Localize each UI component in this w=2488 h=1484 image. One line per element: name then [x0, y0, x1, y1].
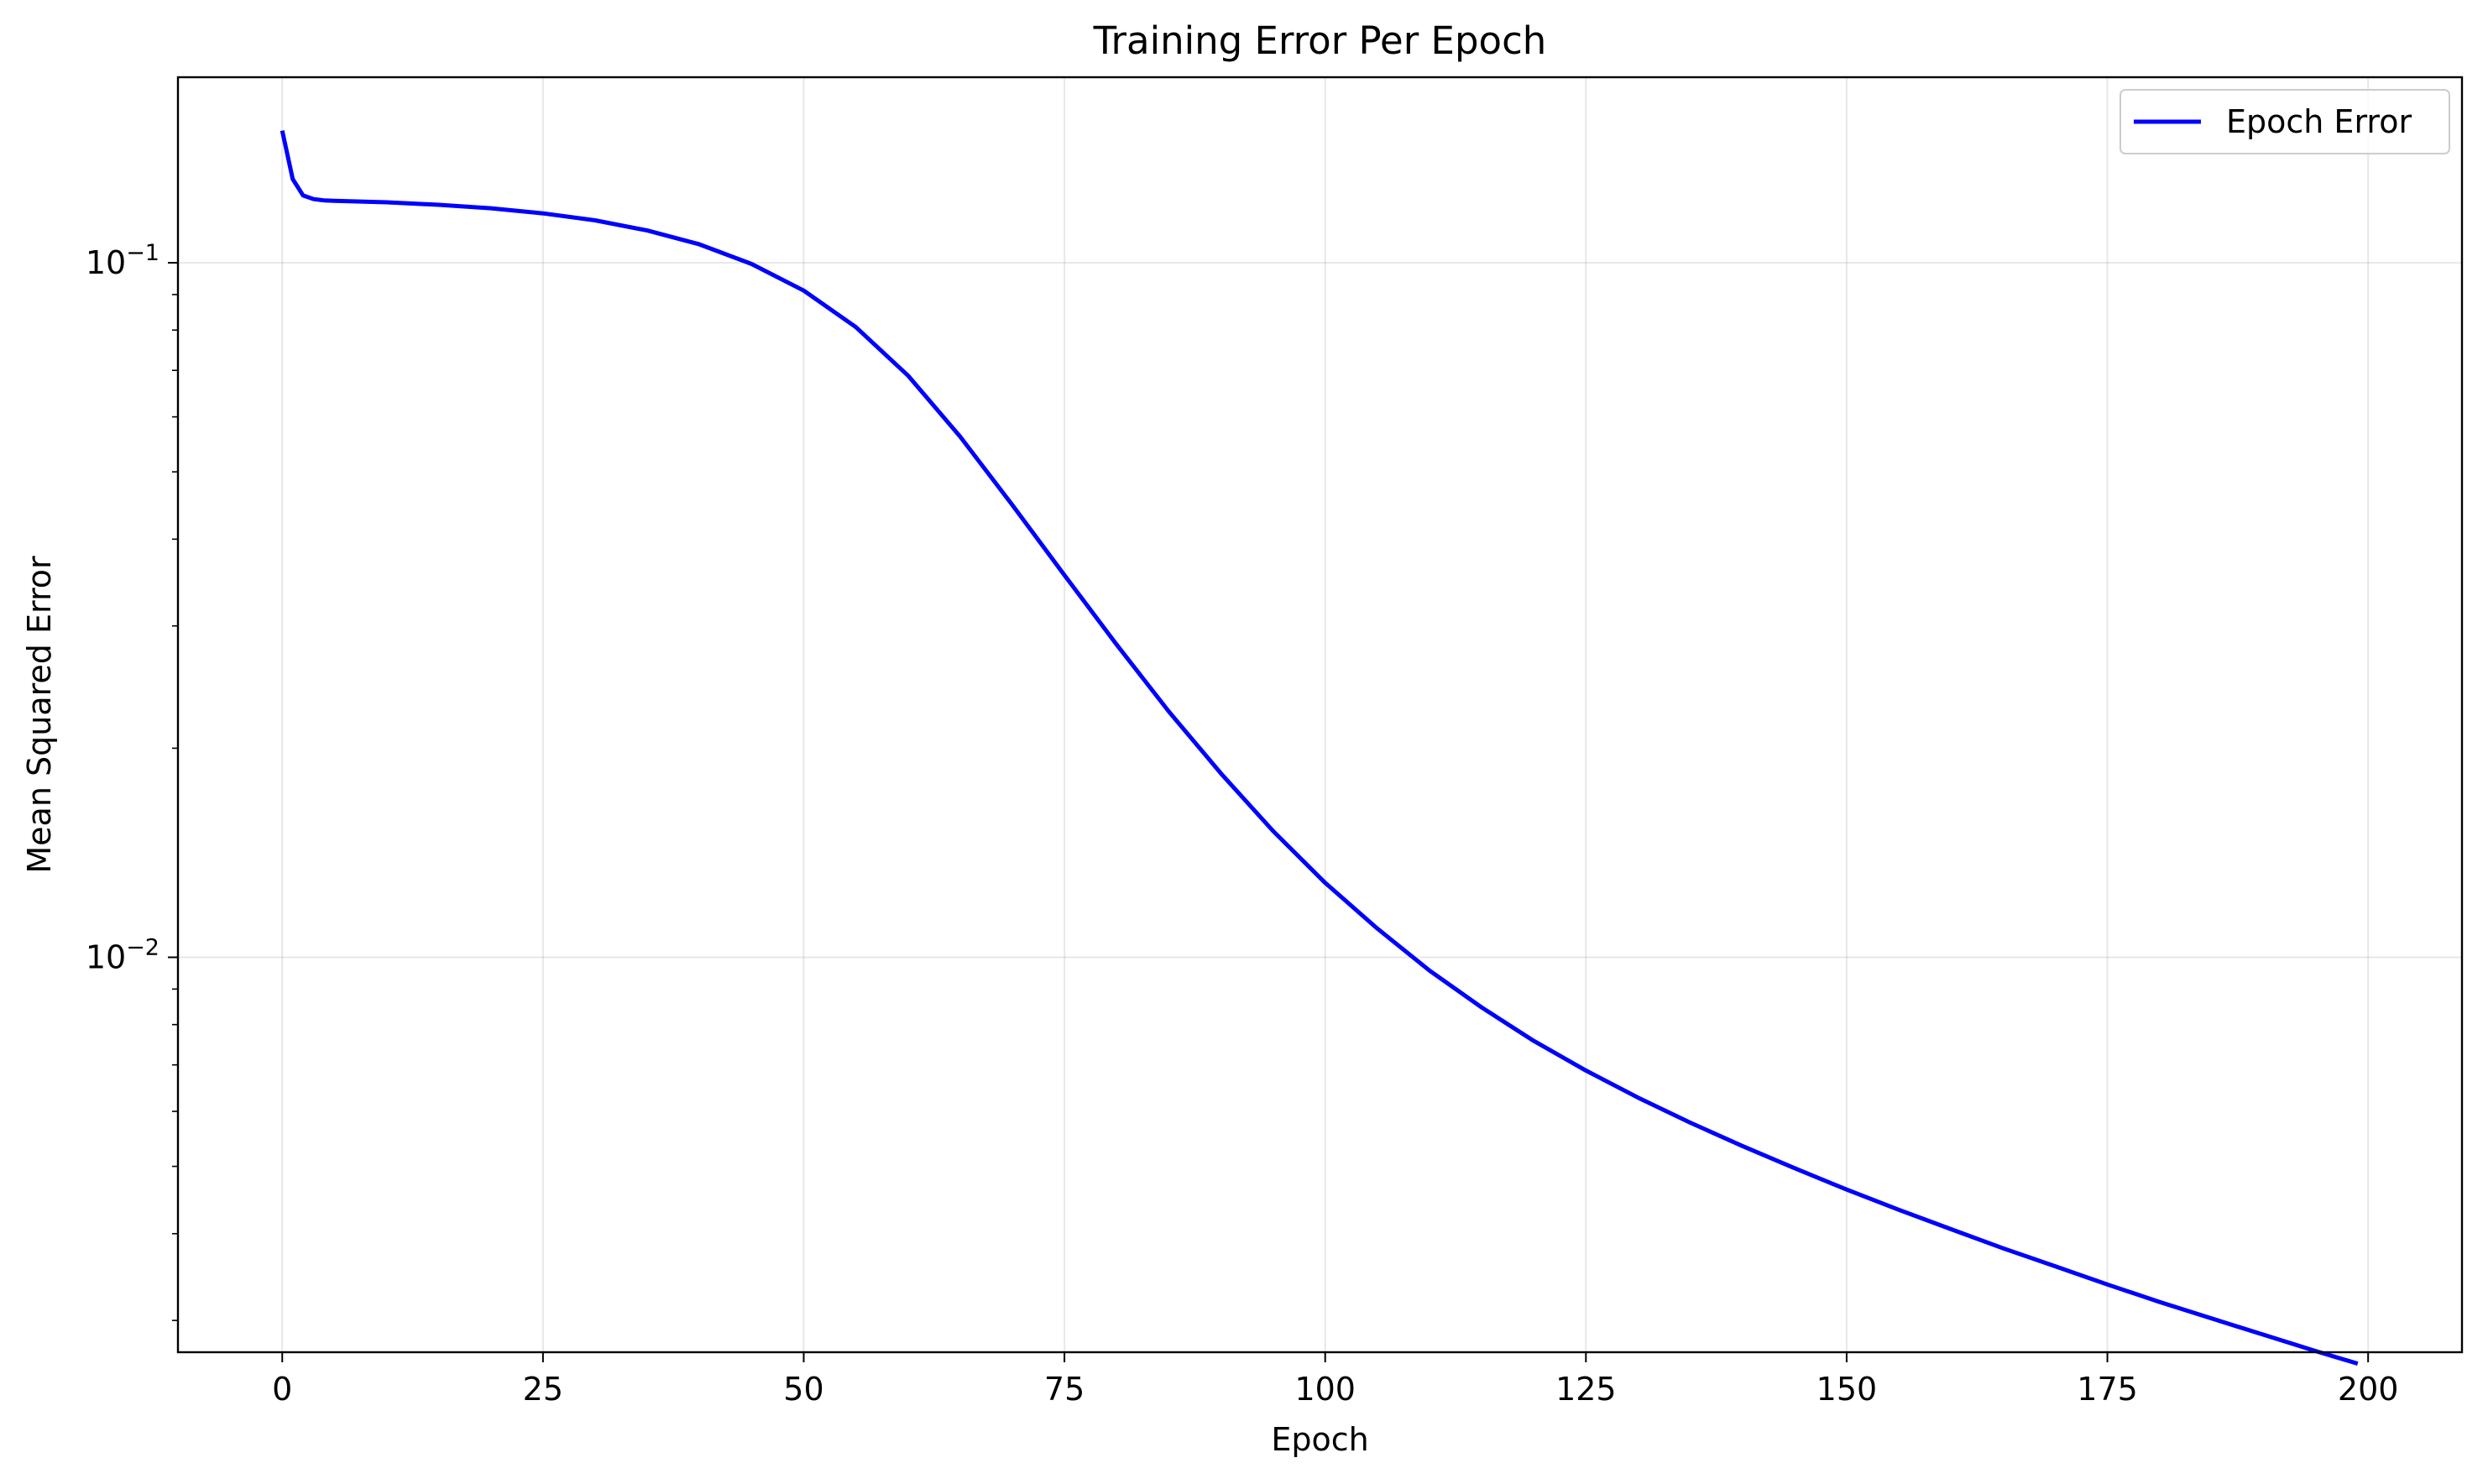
- series-line-epoch-error: [280, 130, 2359, 1366]
- x-tick-label: 150: [1816, 1371, 1878, 1408]
- chart-title: Training Error Per Epoch: [1093, 18, 1547, 63]
- legend: Epoch Error: [2120, 89, 2450, 154]
- y-tick-label: 10−1: [86, 240, 159, 281]
- x-tick-label: 175: [2077, 1371, 2138, 1408]
- x-tick-label: 25: [523, 1371, 563, 1408]
- y-axis-label: Mean Squared Error: [21, 556, 58, 874]
- series-layer: [280, 130, 2359, 1366]
- x-axis: 0 25 50 75 100 125 150 175 200: [272, 1352, 2398, 1408]
- x-axis-label: Epoch: [1271, 1421, 1368, 1458]
- y-axis: 10−1 10−2: [86, 240, 178, 1321]
- y-tick-label: 10−2: [86, 934, 159, 975]
- legend-box: [2120, 89, 2450, 154]
- x-tick-label: 200: [2338, 1371, 2399, 1408]
- plot-frame: [176, 76, 2464, 1354]
- x-tick-label: 50: [783, 1371, 823, 1408]
- x-tick-label: 75: [1044, 1371, 1085, 1408]
- x-tick-label: 0: [272, 1371, 292, 1408]
- x-tick-label: 125: [1555, 1371, 1617, 1408]
- x-tick-label: 100: [1294, 1371, 1356, 1408]
- legend-label-epoch-error: Epoch Error: [2226, 103, 2412, 140]
